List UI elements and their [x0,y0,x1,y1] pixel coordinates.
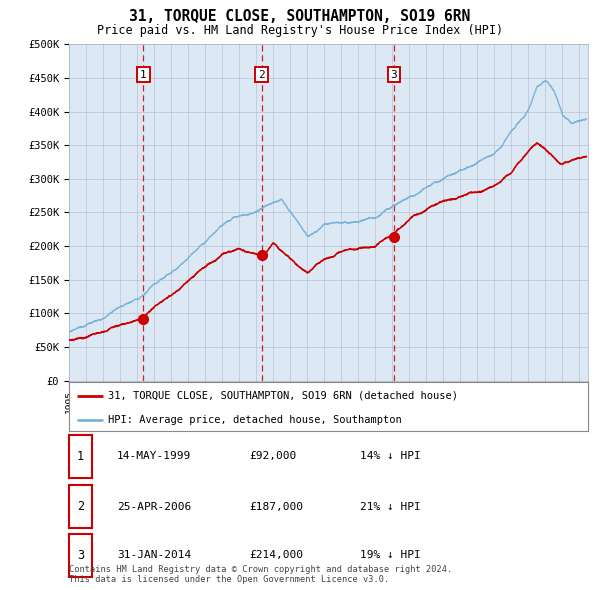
Text: 25-APR-2006: 25-APR-2006 [117,502,191,512]
Text: 31, TORQUE CLOSE, SOUTHAMPTON, SO19 6RN: 31, TORQUE CLOSE, SOUTHAMPTON, SO19 6RN [130,9,470,24]
Text: £92,000: £92,000 [249,451,296,461]
Text: Contains HM Land Registry data © Crown copyright and database right 2024.
This d: Contains HM Land Registry data © Crown c… [69,565,452,584]
Text: 2: 2 [258,70,265,80]
Text: 21% ↓ HPI: 21% ↓ HPI [360,502,421,512]
Text: 19% ↓ HPI: 19% ↓ HPI [360,550,421,560]
Text: Price paid vs. HM Land Registry's House Price Index (HPI): Price paid vs. HM Land Registry's House … [97,24,503,37]
Text: 1: 1 [140,70,147,80]
Text: 3: 3 [77,549,84,562]
Text: 14% ↓ HPI: 14% ↓ HPI [360,451,421,461]
Text: £187,000: £187,000 [249,502,303,512]
Text: £214,000: £214,000 [249,550,303,560]
Text: HPI: Average price, detached house, Southampton: HPI: Average price, detached house, Sout… [108,415,401,425]
Text: 2: 2 [77,500,84,513]
Text: 31, TORQUE CLOSE, SOUTHAMPTON, SO19 6RN (detached house): 31, TORQUE CLOSE, SOUTHAMPTON, SO19 6RN … [108,391,458,401]
Text: 31-JAN-2014: 31-JAN-2014 [117,550,191,560]
Text: 14-MAY-1999: 14-MAY-1999 [117,451,191,461]
Text: 3: 3 [390,70,397,80]
Text: 1: 1 [77,450,84,463]
